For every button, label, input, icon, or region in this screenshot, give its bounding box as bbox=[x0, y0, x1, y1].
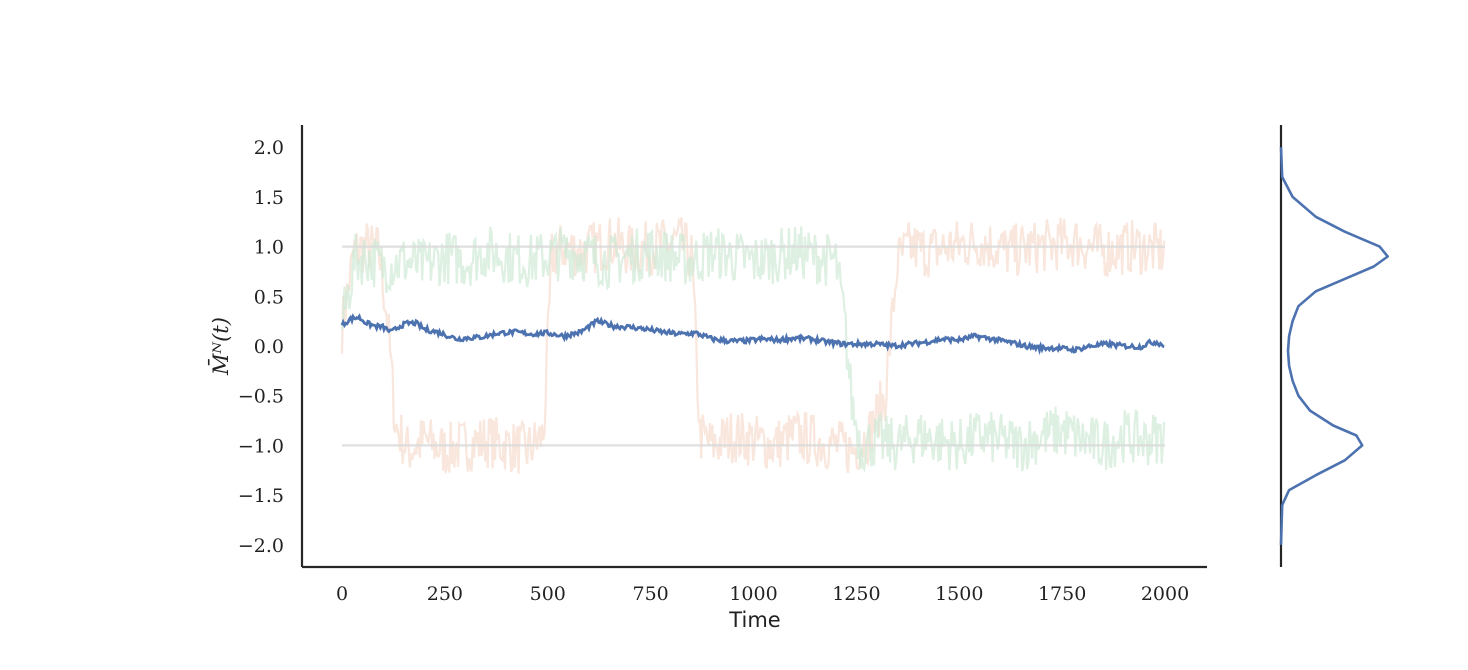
y-tick-label: −2.0 bbox=[238, 535, 284, 557]
x-tick-label: 1750 bbox=[1038, 583, 1086, 605]
x-tick-label: 2000 bbox=[1141, 583, 1189, 605]
series-layer bbox=[340, 216, 1166, 474]
x-axis-label: Time bbox=[728, 608, 780, 632]
main-plot-area: 0 250 500 750 1000 1250 1500 1750 2000 −2.0−1.5−… bbox=[208, 125, 1207, 632]
y-tick-label: −1.5 bbox=[238, 485, 284, 507]
y-tick-label: 2.0 bbox=[254, 137, 284, 159]
x-tick-label: 1250 bbox=[832, 583, 880, 605]
y-tick-label: 0.0 bbox=[254, 336, 284, 358]
x-tick-label: 1000 bbox=[729, 583, 777, 605]
density-curve bbox=[1279, 147, 1389, 545]
series-line-2 bbox=[340, 313, 1165, 356]
x-tick-label: 1500 bbox=[935, 583, 983, 605]
x-tick-labels: 0 250 500 750 1000 1250 1500 1750 2000 bbox=[336, 583, 1189, 605]
y-tick-label: −1.0 bbox=[238, 435, 284, 457]
marginal-density-plot bbox=[1279, 125, 1389, 567]
y-tick-label: −0.5 bbox=[238, 386, 284, 408]
y-axis-label: M̄ᴺ(t) bbox=[208, 317, 233, 376]
reference-lines bbox=[342, 245, 1165, 447]
x-tick-label: 500 bbox=[530, 583, 566, 605]
y-tick-label: 1.0 bbox=[254, 237, 284, 259]
x-tick-label: 0 bbox=[336, 583, 348, 605]
x-tick-label: 750 bbox=[632, 583, 668, 605]
x-tick-label: 250 bbox=[427, 583, 463, 605]
series-line-1 bbox=[340, 226, 1166, 474]
y-tick-label: 0.5 bbox=[254, 286, 284, 308]
y-tick-label: 1.5 bbox=[254, 187, 284, 209]
y-tick-labels: −2.0 −1.5 −1.0 −0.5 0.0 0.5 1.0 1.5 2.0 bbox=[238, 137, 284, 557]
